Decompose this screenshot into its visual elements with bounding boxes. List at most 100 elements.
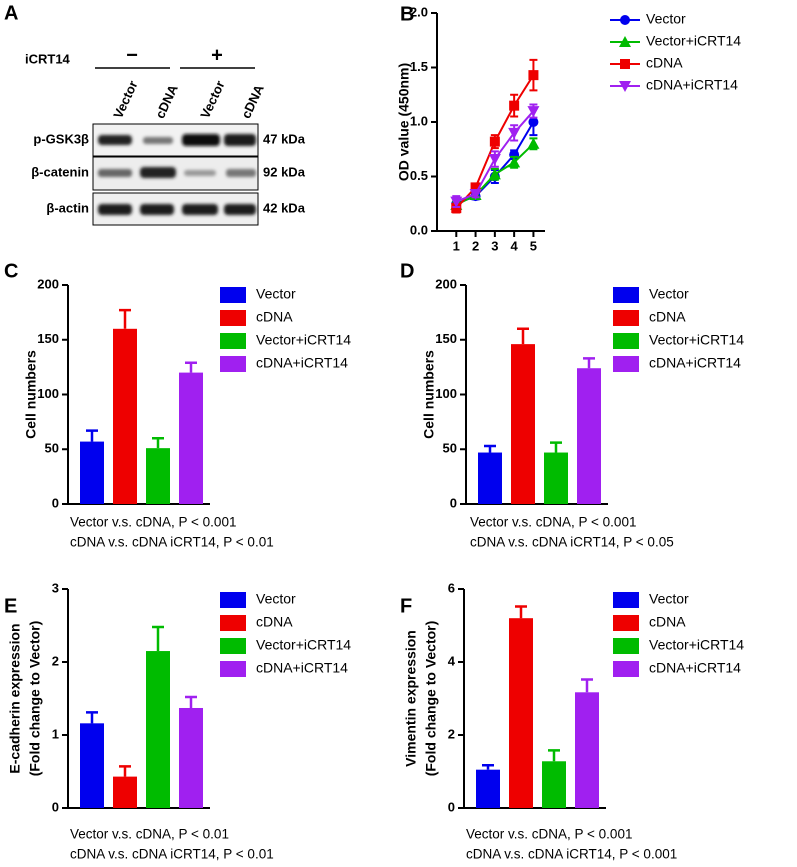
y-tick-label: 50	[443, 441, 457, 456]
legend-label: cDNA	[646, 55, 683, 71]
bar	[113, 328, 137, 504]
y-tick-label: 200	[37, 276, 59, 291]
lane-label: cDNA	[238, 82, 267, 121]
legend-label: cDNA+iCRT14	[649, 355, 741, 371]
chart-panel: B OD value (450nm) 0.0 0.5 1.0 1.5 2.0 1 2 3 4 5 Vec…	[396, 3, 742, 253]
error-bar	[515, 605, 527, 619]
error-bar	[185, 361, 197, 373]
marker	[470, 182, 481, 193]
legend-swatch	[613, 333, 639, 349]
y-tick-label: 2	[448, 726, 455, 741]
lane-label: cDNA	[152, 82, 181, 121]
bar	[509, 618, 533, 808]
chart-panel: E E-cadherin expression (Fold change to Ve…	[4, 580, 351, 861]
bands	[98, 134, 256, 215]
legend-label: cDNA	[649, 614, 686, 630]
y-tick-label: 0	[448, 799, 455, 814]
y-tick-label: 2.0	[410, 4, 428, 19]
y-tick-label: 1.5	[410, 59, 428, 74]
chart-panel: C Cell numbers 0 50 100 150 200 Vector cDNA Vecto…	[4, 260, 351, 549]
marker	[451, 203, 462, 214]
y-tick-label: 150	[435, 331, 457, 346]
annotation: Vector v.s. cDNA, P < 0.01	[70, 827, 229, 842]
error-bar	[517, 327, 529, 345]
bar	[80, 441, 104, 504]
lane-label: Vector	[197, 78, 227, 120]
y-tick-label: 200	[435, 276, 457, 291]
legend-label: cDNA	[649, 309, 686, 325]
error-bar	[484, 444, 496, 453]
marker	[488, 154, 501, 166]
legend-swatch	[613, 310, 639, 326]
bar	[575, 692, 599, 808]
legend-swatch	[220, 592, 246, 608]
legend-label: cDNA	[256, 309, 293, 325]
legend-label: Vector+iCRT14	[649, 637, 744, 653]
legend-label: Vector+iCRT14	[649, 332, 744, 348]
treatment-label: iCRT14	[25, 51, 71, 66]
legend-swatch	[613, 356, 639, 372]
legend-swatch	[220, 615, 246, 631]
error-bar	[583, 357, 595, 369]
y-tick-label: 0.5	[410, 168, 428, 183]
y-axis-label: Vimentin expression	[403, 630, 419, 767]
panel-label: F	[400, 595, 412, 617]
annotation: Vector v.s. cDNA, P < 0.001	[70, 515, 236, 530]
marker	[527, 106, 540, 118]
legend-label: Vector+iCRT14	[256, 637, 351, 653]
y-tick-label: 0	[52, 799, 59, 814]
error-bar	[548, 749, 560, 762]
y-tick-label: 100	[435, 386, 457, 401]
annotation: cDNA v.s. cDNA iCRT14, P < 0.05	[470, 535, 674, 550]
annotation: Vector v.s. cDNA, P < 0.001	[470, 515, 636, 530]
annotation: cDNA v.s. cDNA iCRT14, P < 0.001	[466, 847, 677, 862]
legend-label: Vector+iCRT14	[646, 33, 741, 49]
size-label: 92 kDa	[263, 164, 306, 179]
bar	[146, 651, 170, 808]
y-tick-label: 6	[448, 580, 455, 595]
legend-label: Vector+iCRT14	[256, 332, 351, 348]
y-axis-label: E-cadherin expression	[7, 623, 23, 773]
error-bar	[152, 437, 164, 449]
legend-marker	[619, 81, 631, 92]
marker	[509, 100, 520, 111]
legend-swatch	[613, 661, 639, 677]
y-axis-label: OD value (450nm)	[396, 63, 412, 181]
y-axis-label: Cell numbers	[421, 350, 437, 439]
legend-label: Vector	[649, 591, 689, 607]
y-tick-label: 4	[448, 653, 456, 668]
annotation: cDNA v.s. cDNA iCRT14, P < 0.01	[70, 535, 274, 550]
row-label: β-catenin	[31, 164, 89, 179]
annotation: Vector v.s. cDNA, P < 0.001	[466, 827, 632, 842]
x-tick-label: 1	[453, 238, 460, 253]
annotation: cDNA v.s. cDNA iCRT14, P < 0.01	[70, 847, 274, 862]
marker	[488, 168, 501, 180]
legend-label: Vector	[649, 286, 689, 302]
error-bar	[86, 711, 98, 724]
y-axis-label: Cell numbers	[23, 350, 39, 439]
row-label: p-GSK3β	[33, 131, 89, 146]
error-bar	[185, 695, 197, 708]
legend-label: cDNA+iCRT14	[646, 77, 738, 93]
lane-label: Vector	[110, 78, 140, 120]
marker	[450, 196, 463, 208]
legend-label: cDNA+iCRT14	[256, 660, 348, 676]
legend-swatch	[220, 356, 246, 372]
error-bar	[119, 765, 131, 777]
panel-label: D	[400, 260, 414, 282]
legend-swatch	[613, 615, 639, 631]
chart-panel: D Cell numbers 0 50 100 150 200 Vector cDNA Vecto…	[400, 260, 744, 549]
legend-label: Vector	[256, 591, 296, 607]
error-bar	[581, 678, 593, 693]
legend-label: Vector	[646, 11, 686, 27]
legend-swatch	[613, 287, 639, 303]
legend-swatch	[220, 661, 246, 677]
marker	[508, 127, 521, 139]
error-bar	[152, 625, 164, 652]
x-tick-label: 4	[511, 238, 519, 253]
error-bar	[550, 441, 562, 453]
y-tick-label: 0	[450, 495, 457, 510]
marker	[527, 137, 540, 149]
marker	[489, 136, 500, 147]
